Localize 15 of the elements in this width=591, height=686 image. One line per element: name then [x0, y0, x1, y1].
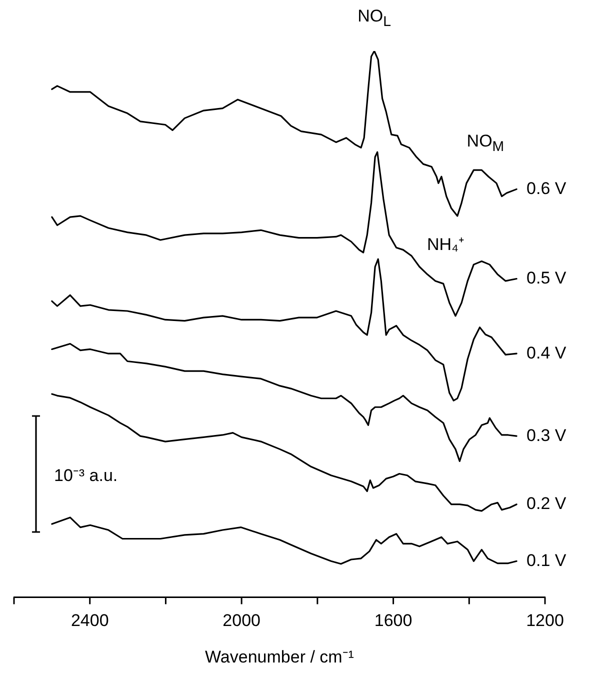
- series-label: 0.2 V: [526, 494, 567, 514]
- x-tick-label: 1200: [526, 611, 564, 630]
- annotation: 10⁻³ a.u.: [54, 465, 118, 486]
- series-label: 0.3 V: [526, 426, 567, 445]
- series-label: 0.1 V: [526, 550, 567, 570]
- x-tick-label: 1600: [374, 611, 412, 630]
- series-label: 0.6 V: [526, 178, 567, 198]
- series-label: 0.4 V: [526, 343, 567, 362]
- x-axis-title: Wavenumber / cm⁻¹: [205, 647, 354, 666]
- annotation: NO$_{L}$: [358, 6, 391, 30]
- x-tick-label: 2400: [70, 611, 109, 630]
- annotation: NO$_{M}$: [466, 130, 504, 154]
- series-label: 0.5 V: [526, 268, 567, 288]
- x-tick-label: 2000: [222, 611, 260, 630]
- annotation: NH₄⁺: [427, 235, 464, 254]
